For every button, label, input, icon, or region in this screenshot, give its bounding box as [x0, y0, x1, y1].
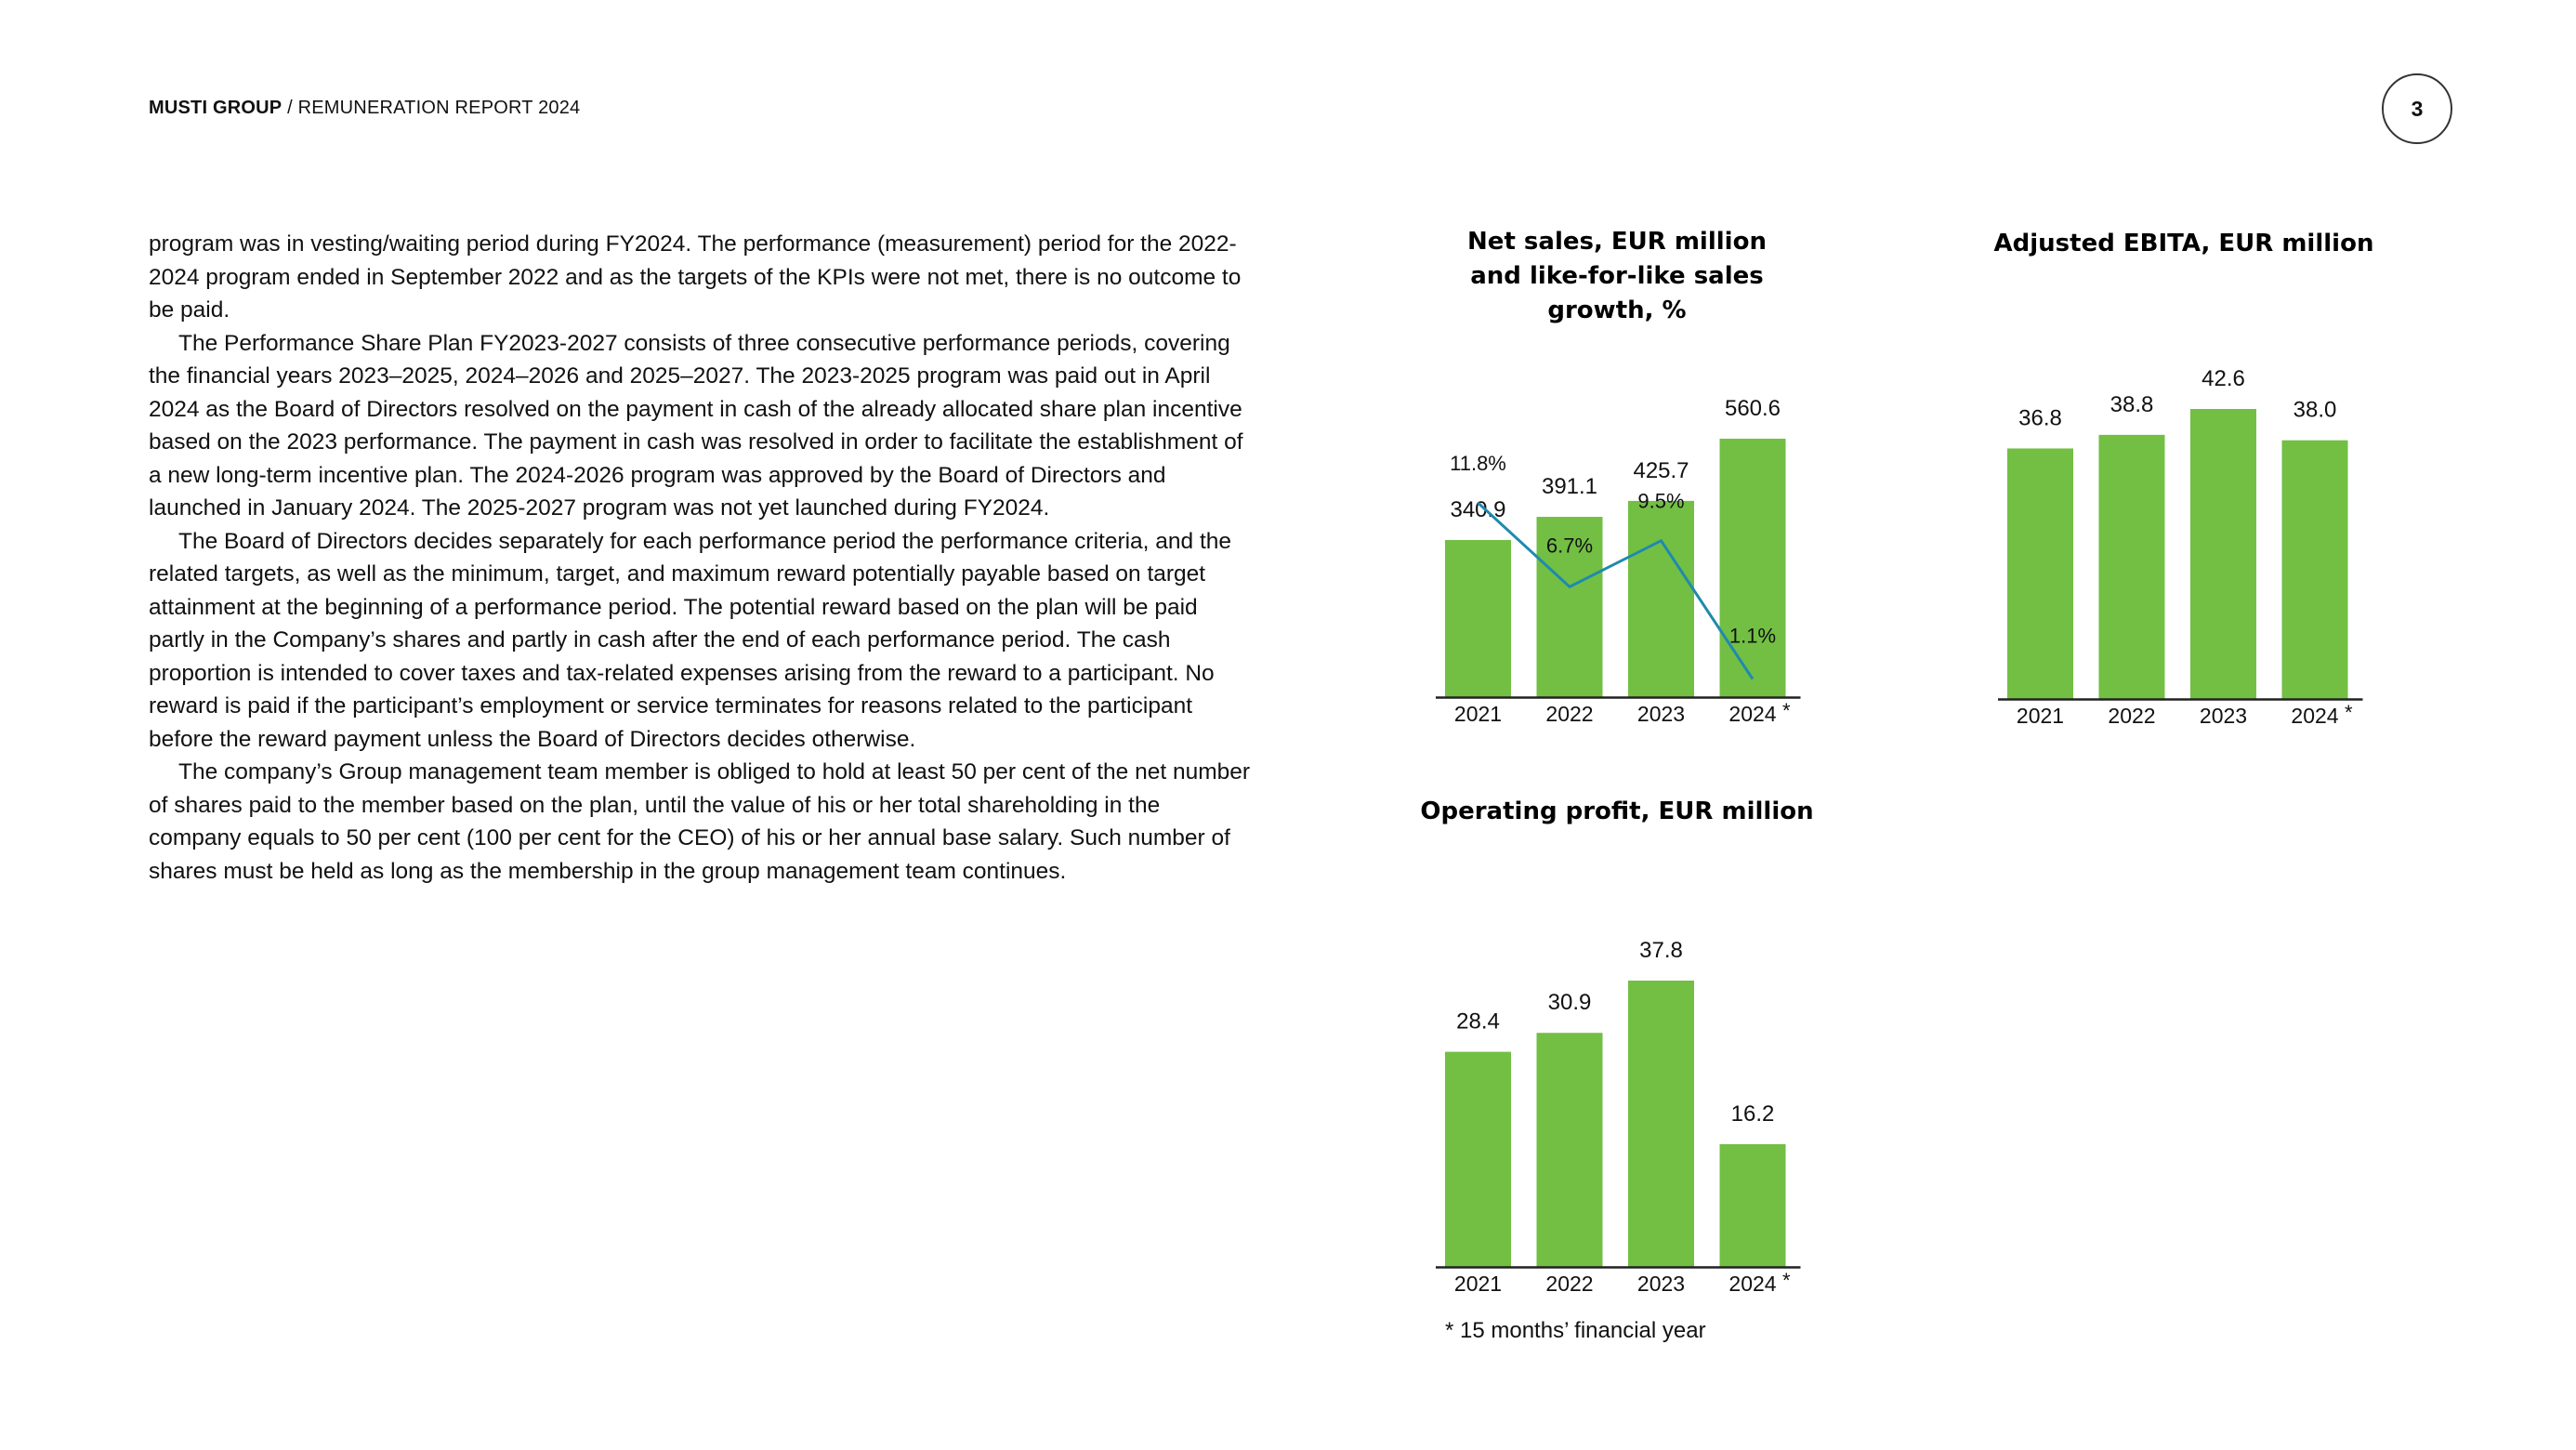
- net-sales-value-label-2023: 425.7: [1633, 458, 1689, 483]
- net-sales-chart-title: Net sales, EUR million and like-for-like…: [1413, 225, 1821, 328]
- net-sales-title-line-1: Net sales, EUR million: [1467, 228, 1767, 256]
- net-sales-title-line-2: and like-for-like sales: [1470, 262, 1764, 290]
- net-sales-category-label-2024: 2024: [1728, 702, 1776, 726]
- adjusted-ebita-chart-title: Adjusted EBITA, EUR million: [1952, 227, 2416, 261]
- net-sales-growth-line: [1477, 501, 1755, 680]
- net-sales-category-label-2022: 2022: [1545, 702, 1593, 726]
- adjusted-ebita-category-label-2021: 2021: [2017, 704, 2064, 728]
- operating-profit-bar-2024: [1719, 1144, 1786, 1267]
- net-sales-bar-2024: [1719, 439, 1786, 697]
- net-sales-growth-label-2023: 9.5%: [1637, 490, 1684, 513]
- report-title: REMUNERATION REPORT 2024: [297, 98, 581, 118]
- operating-profit-bar-2023: [1628, 981, 1694, 1267]
- adjusted-ebita-value-label-2023: 42.6: [2201, 366, 2245, 391]
- operating-profit-bar-2022: [1536, 1033, 1603, 1267]
- adjusted-ebita-category-label-2023: 2023: [2200, 704, 2247, 728]
- paragraph-3: The Board of Directors decides separatel…: [149, 528, 1232, 752]
- paragraph-2: The Performance Share Plan FY2023-2027 c…: [149, 330, 1243, 521]
- paragraph-4: The company’s Group management team memb…: [149, 759, 1251, 884]
- adjusted-ebita-value-label-2021: 36.8: [2018, 405, 2062, 430]
- net-sales-growth-label-2021: 11.8%: [1450, 452, 1506, 475]
- net-sales-category-label-2023: 2023: [1637, 702, 1685, 726]
- brand-name: MUSTI GROUP: [149, 98, 283, 118]
- net-sales-bar-2023: [1628, 500, 1694, 697]
- page-number: 3: [2382, 73, 2452, 144]
- adjusted-ebita-bar-2021: [2007, 448, 2073, 699]
- adjusted-ebita-bar-2023: [2190, 409, 2256, 699]
- operating-profit-value-label-2023: 37.8: [1639, 938, 1683, 963]
- net-sales-bar-2022: [1536, 517, 1603, 697]
- operating-profit-value-label-2024: 16.2: [1731, 1101, 1775, 1127]
- net-sales-value-label-2021: 340.9: [1450, 497, 1505, 522]
- paragraph-1: program was in vesting/waiting period du…: [149, 231, 1242, 323]
- operating-profit-category-label-2022: 2022: [1545, 1272, 1593, 1296]
- adjusted-ebita-value-label-2022: 38.8: [2110, 392, 2154, 417]
- footnote: * 15 months’ financial year: [1445, 1318, 1706, 1343]
- adjusted-ebita-category-label-2022: 2022: [2108, 704, 2155, 728]
- adjusted-ebita-category-asterisk-2024: *: [2345, 701, 2353, 724]
- net-sales-value-label-2024: 560.6: [1725, 396, 1781, 421]
- operating-profit-category-label-2023: 2023: [1637, 1272, 1685, 1296]
- adjusted-ebita-bar-2024: [2281, 440, 2348, 699]
- operating-profit-category-label-2024: 2024: [1728, 1272, 1776, 1296]
- net-sales-title-line-3: growth, %: [1547, 297, 1687, 324]
- body-text: program was in vesting/waiting period du…: [149, 228, 1255, 888]
- operating-profit-category-label-2021: 2021: [1454, 1272, 1502, 1296]
- net-sales-growth-label-2024: 1.1%: [1729, 625, 1776, 648]
- operating-profit-bar-2021: [1445, 1051, 1511, 1267]
- net-sales-value-label-2022: 391.1: [1542, 474, 1597, 499]
- net-sales-category-label-2021: 2021: [1454, 702, 1502, 726]
- net-sales-category-asterisk-2024: *: [1782, 699, 1791, 722]
- report-header: MUSTI GROUP / REMUNERATION REPORT 2024: [149, 98, 580, 119]
- header-separator: /: [282, 98, 298, 118]
- operating-profit-title-line-1: Operating profit, EUR million: [1420, 798, 1814, 825]
- adjusted-ebita-value-label-2024: 38.0: [2293, 398, 2337, 423]
- net-sales-bar-2021: [1445, 539, 1511, 697]
- adjusted-ebita-title-line-1: Adjusted EBITA, EUR million: [1993, 230, 2374, 257]
- net-sales-growth-label-2022: 6.7%: [1546, 534, 1593, 557]
- operating-profit-value-label-2022: 30.9: [1548, 990, 1592, 1015]
- operating-profit-chart-title: Operating profit, EUR million: [1413, 795, 1821, 829]
- adjusted-ebita-category-label-2024: 2024: [2291, 704, 2338, 728]
- operating-profit-category-asterisk-2024: *: [1782, 1269, 1791, 1292]
- operating-profit-value-label-2021: 28.4: [1456, 1009, 1500, 1035]
- adjusted-ebita-bar-2022: [2098, 434, 2165, 699]
